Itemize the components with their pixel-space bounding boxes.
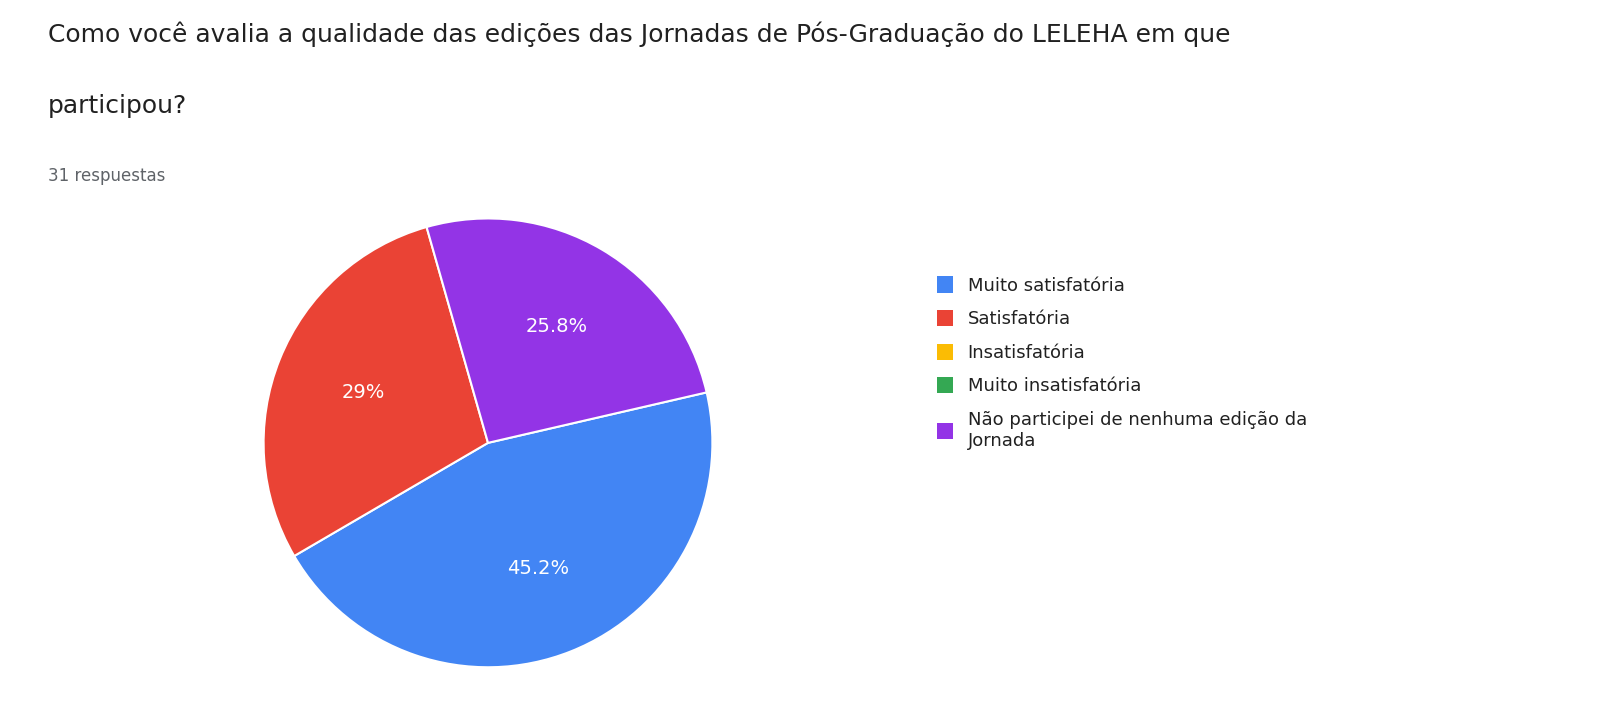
Wedge shape [427, 219, 707, 443]
Text: 31 respuestas: 31 respuestas [48, 167, 165, 185]
Text: participou?: participou? [48, 94, 187, 118]
Text: 25.8%: 25.8% [525, 317, 587, 336]
Legend: Muito satisfatória, Satisfatória, Insatisfatória, Muito insatisfatória, Não part: Muito satisfatória, Satisfatória, Insati… [938, 277, 1307, 449]
Wedge shape [264, 227, 488, 556]
Text: 29%: 29% [341, 383, 384, 402]
Text: 45.2%: 45.2% [507, 558, 568, 577]
Text: Como você avalia a qualidade das edições das Jornadas de Pós-Graduação do LELEHA: Como você avalia a qualidade das edições… [48, 22, 1230, 47]
Wedge shape [294, 392, 712, 667]
